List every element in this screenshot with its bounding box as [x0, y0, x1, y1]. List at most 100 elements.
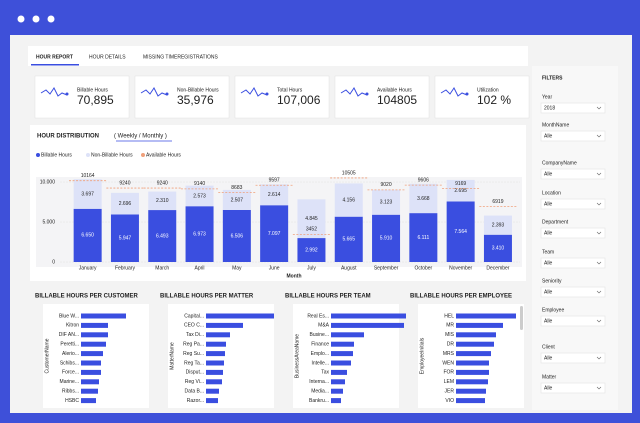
- category-label: LEM: [444, 379, 454, 385]
- category-label: Razor...: [187, 398, 204, 404]
- filter-dropdown[interactable]: [540, 352, 606, 364]
- bar: [456, 360, 489, 366]
- bar: [81, 388, 98, 394]
- data-label: 3.410: [492, 246, 505, 252]
- x-tick-label: July: [307, 265, 316, 271]
- filter-dropdown[interactable]: [540, 257, 606, 269]
- filter-dropdown[interactable]: [540, 102, 606, 114]
- kpi-label: Total Hours: [277, 87, 303, 93]
- filter-dropdown[interactable]: [540, 168, 606, 180]
- line-data-label: 8683: [231, 185, 242, 191]
- bar-segment: [483, 215, 512, 235]
- bar-segment: [222, 209, 251, 262]
- category-label: Media...: [311, 389, 329, 395]
- category-label: Disput...: [186, 370, 204, 376]
- line-data-label: 9140: [194, 181, 205, 187]
- bar: [81, 360, 101, 366]
- data-label: 2.310: [156, 198, 169, 204]
- kpi-value: 102 %: [477, 93, 511, 107]
- kpi-value: 70,895: [77, 93, 114, 107]
- panel-title: BILLABLE HOURS PER EMPLOYEE: [410, 294, 512, 300]
- bar: [206, 322, 243, 328]
- bar: [81, 369, 101, 375]
- dropdown-chevron: [596, 356, 602, 360]
- filter-dropdown[interactable]: [540, 130, 606, 142]
- bar-segment: [409, 213, 438, 262]
- legend-swatch: [36, 153, 40, 157]
- category-label: Marine...: [60, 379, 79, 385]
- data-label: 3.697: [81, 191, 94, 197]
- filter-dropdown[interactable]: [540, 382, 606, 394]
- bar: [331, 369, 347, 375]
- filter-dropdown[interactable]: [540, 198, 606, 210]
- bar-segment: [185, 185, 214, 207]
- bar: [206, 332, 230, 338]
- x-tick-label: October: [414, 265, 432, 271]
- tab[interactable]: MISSING TIMEREGISTRATIONS: [143, 54, 218, 60]
- bar: [206, 313, 274, 319]
- data-label: 2.696: [119, 201, 132, 207]
- data-label: 5.947: [119, 236, 132, 242]
- active-tab-underline: [31, 64, 79, 66]
- filter-value: Alle: [544, 201, 553, 207]
- kpi-icon-dot: [365, 92, 369, 96]
- filter-value: Alle: [544, 385, 553, 391]
- filter-dropdown[interactable]: [540, 286, 606, 298]
- bar: [331, 351, 353, 357]
- category-label: Bankru...: [309, 398, 329, 404]
- data-label: 2.393: [492, 222, 505, 228]
- line-data-label: 9240: [157, 180, 168, 186]
- bar-segment: [297, 238, 326, 262]
- x-tick-label: August: [341, 265, 357, 271]
- bar: [331, 322, 404, 328]
- category-label: Peretti...: [60, 342, 79, 348]
- filter-value: Alle: [544, 318, 553, 324]
- legend-label: Available Hours: [146, 152, 181, 158]
- bar: [456, 398, 485, 404]
- chart-subtitle[interactable]: ( Weekly / Monthly ): [114, 134, 167, 140]
- bar: [81, 313, 126, 319]
- scrollbar[interactable]: [520, 306, 523, 330]
- x-tick-label: June: [269, 265, 280, 271]
- filter-dropdown[interactable]: [540, 227, 606, 239]
- filter-label: Team: [542, 249, 554, 255]
- window-dot: [32, 15, 40, 23]
- category-label: Intelle...: [311, 360, 329, 366]
- data-label: 6.973: [193, 231, 206, 237]
- bar-segment: [73, 179, 102, 209]
- tab[interactable]: HOUR REPORT: [36, 54, 73, 60]
- bar: [81, 332, 108, 338]
- filter-value: Alle: [544, 289, 553, 295]
- data-label: 3.123: [380, 200, 393, 206]
- kpi-label: Available Hours: [377, 87, 412, 93]
- category-label: CEO C...: [184, 323, 204, 329]
- kpi-label: Utilization: [477, 87, 499, 93]
- filter-label: CompanyName: [542, 160, 577, 166]
- dropdown-chevron: [596, 319, 602, 323]
- bar-segment: [260, 205, 289, 262]
- data-label: 3.668: [417, 196, 430, 202]
- category-label: MRS: [443, 351, 455, 357]
- bar-segment: [372, 214, 401, 262]
- bar: [81, 351, 103, 357]
- category-label: Capital...: [184, 313, 204, 319]
- filters-title: FILTERS: [542, 75, 563, 81]
- bar-segment: [446, 201, 475, 262]
- kpi-sparkline-icon: [440, 87, 468, 97]
- line-data-label: 9020: [380, 182, 391, 188]
- y-tick-label: 5.000: [42, 219, 55, 225]
- bar: [331, 313, 406, 319]
- dropdown-chevron: [596, 134, 602, 138]
- bar: [206, 369, 223, 375]
- filter-dropdown[interactable]: [540, 315, 606, 327]
- filter-value: Alle: [544, 133, 553, 139]
- x-tick-label: December: [486, 265, 509, 271]
- data-label: 7.097: [268, 231, 281, 237]
- y-tick-label: 10.000: [40, 179, 56, 185]
- category-label: FOR: [443, 370, 454, 376]
- kpi-value: 35,976: [177, 93, 214, 107]
- category-label: MIS: [445, 332, 455, 338]
- tab[interactable]: HOUR DETAILS: [89, 54, 126, 60]
- filter-label: MonthName: [542, 122, 569, 128]
